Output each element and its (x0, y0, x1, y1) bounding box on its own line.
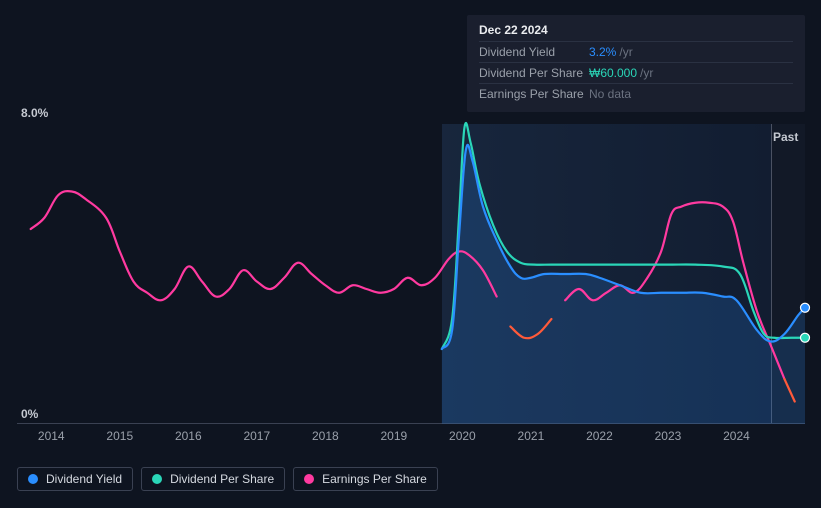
chart-tooltip: Dec 22 2024 Dividend Yield3.2%/yrDividen… (467, 15, 805, 112)
plot-area (17, 124, 805, 424)
x-axis-tick: 2014 (38, 429, 65, 443)
x-axis-tick: 2024 (723, 429, 750, 443)
x-axis-tick: 2015 (106, 429, 133, 443)
tooltip-row-label: Dividend Yield (479, 45, 589, 59)
x-axis-tick: 2018 (312, 429, 339, 443)
past-label: Past (773, 130, 798, 144)
tooltip-row-value: No data (589, 87, 631, 101)
legend: Dividend Yield Dividend Per Share Earnings… (17, 467, 438, 491)
legend-item-label: Earnings Per Share (322, 472, 427, 486)
tooltip-row-value: ₩60.000/yr (589, 66, 653, 80)
dividend-yield-area (442, 145, 805, 424)
legend-item-earnings-per-share[interactable]: Earnings Per Share (293, 467, 438, 491)
chart-lines (17, 124, 805, 424)
legend-item-label: Dividend Per Share (170, 472, 274, 486)
tooltip-row: Dividend Yield3.2%/yr (479, 41, 793, 62)
legend-dot-icon (28, 474, 38, 484)
x-axis-tick: 2020 (449, 429, 476, 443)
x-axis-tick: 2021 (518, 429, 545, 443)
y-axis-label: 8.0% (21, 106, 48, 120)
tooltip-row-value: 3.2%/yr (589, 45, 633, 59)
tooltip-row-label: Dividend Per Share (479, 66, 589, 80)
x-axis-tick: 2016 (175, 429, 202, 443)
tooltip-row-label: Earnings Per Share (479, 87, 589, 101)
dividend-yield-end-dot (801, 303, 810, 312)
earnings-per-share-line (31, 191, 497, 300)
tooltip-row: Dividend Per Share₩60.000/yr (479, 62, 793, 83)
x-axis-tick: 2022 (586, 429, 613, 443)
dividend-chart: Dec 22 2024 Dividend Yield3.2%/yrDividen… (0, 0, 821, 508)
legend-item-dividend-yield[interactable]: Dividend Yield (17, 467, 133, 491)
legend-dot-icon (152, 474, 162, 484)
x-axis-tick: 2017 (243, 429, 270, 443)
x-axis-tick: 2023 (655, 429, 682, 443)
tooltip-row: Earnings Per ShareNo data (479, 83, 793, 104)
dividend-per-share-end-dot (801, 333, 810, 342)
legend-item-label: Dividend Yield (46, 472, 122, 486)
legend-dot-icon (304, 474, 314, 484)
x-axis-tick: 2019 (381, 429, 408, 443)
legend-item-dividend-per-share[interactable]: Dividend Per Share (141, 467, 285, 491)
tooltip-date: Dec 22 2024 (479, 23, 793, 37)
